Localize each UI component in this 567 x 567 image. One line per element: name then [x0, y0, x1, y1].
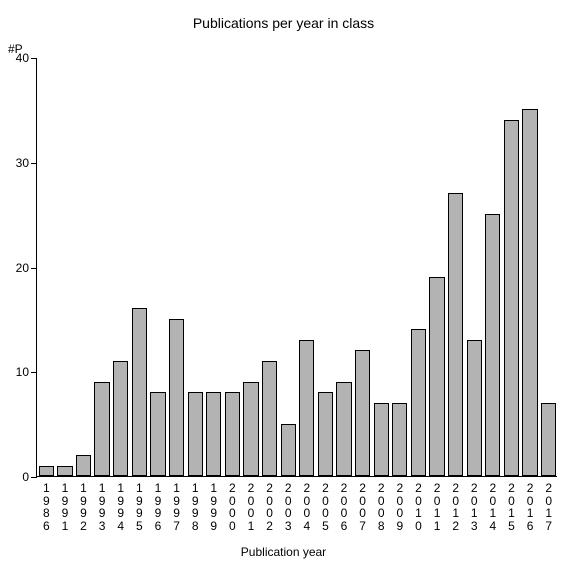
bar [57, 466, 72, 476]
x-tick-label: 1 9 9 3 [98, 482, 106, 532]
x-tick-label: 1 9 8 6 [42, 482, 50, 532]
bar [355, 350, 370, 476]
x-tick-label: 2 0 1 1 [433, 482, 441, 532]
x-tick-label: 1 9 9 8 [191, 482, 199, 532]
x-tick-label: 1 9 9 9 [210, 482, 218, 532]
bar [262, 361, 277, 476]
x-tick-label: 1 9 9 5 [135, 482, 143, 532]
x-tick-label: 2 0 1 4 [489, 482, 497, 532]
x-tick-label: 2 0 0 9 [396, 482, 404, 532]
chart-container: Publications per year in class #P 010203… [0, 0, 567, 567]
x-tick-label: 2 0 1 6 [526, 482, 534, 532]
x-tick-label: 1 9 9 7 [173, 482, 181, 532]
x-tick-label: 2 0 1 2 [452, 482, 460, 532]
y-tick [31, 372, 37, 373]
bar [39, 466, 54, 476]
x-tick-label: 1 9 9 2 [80, 482, 88, 532]
bar [541, 403, 556, 476]
bar [411, 329, 426, 476]
bar [94, 382, 109, 476]
bars-group [37, 58, 557, 476]
bar [429, 277, 444, 476]
x-axis-label: Publication year [0, 545, 567, 559]
x-tick-label: 2 0 0 6 [340, 482, 348, 532]
y-tick-label: 10 [16, 365, 29, 379]
bar [374, 403, 389, 476]
y-tick-label: 30 [16, 156, 29, 170]
chart-title: Publications per year in class [0, 15, 567, 31]
x-tick-label: 2 0 0 2 [266, 482, 274, 532]
x-tick-label: 2 0 0 0 [228, 482, 236, 532]
bar [392, 403, 407, 476]
y-tick [31, 477, 37, 478]
y-tick-label: 20 [16, 261, 29, 275]
bar [281, 424, 296, 476]
y-tick-label: 0 [22, 470, 29, 484]
bar [485, 214, 500, 476]
x-tick-label: 2 0 0 7 [359, 482, 367, 532]
bar [318, 392, 333, 476]
bar [448, 193, 463, 476]
x-tick-label: 1 9 9 6 [154, 482, 162, 532]
bar [243, 382, 258, 476]
bar [206, 392, 221, 476]
bar [150, 392, 165, 476]
bar [299, 340, 314, 476]
x-tick-label: 2 0 0 5 [321, 482, 329, 532]
x-tick-label: 2 0 0 3 [284, 482, 292, 532]
bar [169, 319, 184, 476]
x-tick-label: 2 0 0 8 [377, 482, 385, 532]
y-tick [31, 58, 37, 59]
y-tick [31, 163, 37, 164]
bar [467, 340, 482, 476]
bar [504, 120, 519, 476]
x-tick-label: 2 0 1 0 [414, 482, 422, 532]
bar [113, 361, 128, 476]
x-tick-label: 2 0 1 3 [470, 482, 478, 532]
bar [188, 392, 203, 476]
x-tick-label: 1 9 9 1 [61, 482, 69, 532]
x-tick-label: 2 0 1 5 [507, 482, 515, 532]
x-tick-label: 2 0 1 7 [545, 482, 553, 532]
bar [132, 308, 147, 476]
bar [225, 392, 240, 476]
x-tick-label: 2 0 0 4 [303, 482, 311, 532]
y-tick-label: 40 [16, 51, 29, 65]
x-tick-label: 1 9 9 4 [117, 482, 125, 532]
bar [76, 455, 91, 476]
x-tick-label: 2 0 0 1 [247, 482, 255, 532]
y-tick [31, 268, 37, 269]
bar [522, 109, 537, 476]
plot-area: 010203040 1 9 8 61 9 9 11 9 9 21 9 9 31 … [36, 58, 557, 477]
bar [336, 382, 351, 476]
